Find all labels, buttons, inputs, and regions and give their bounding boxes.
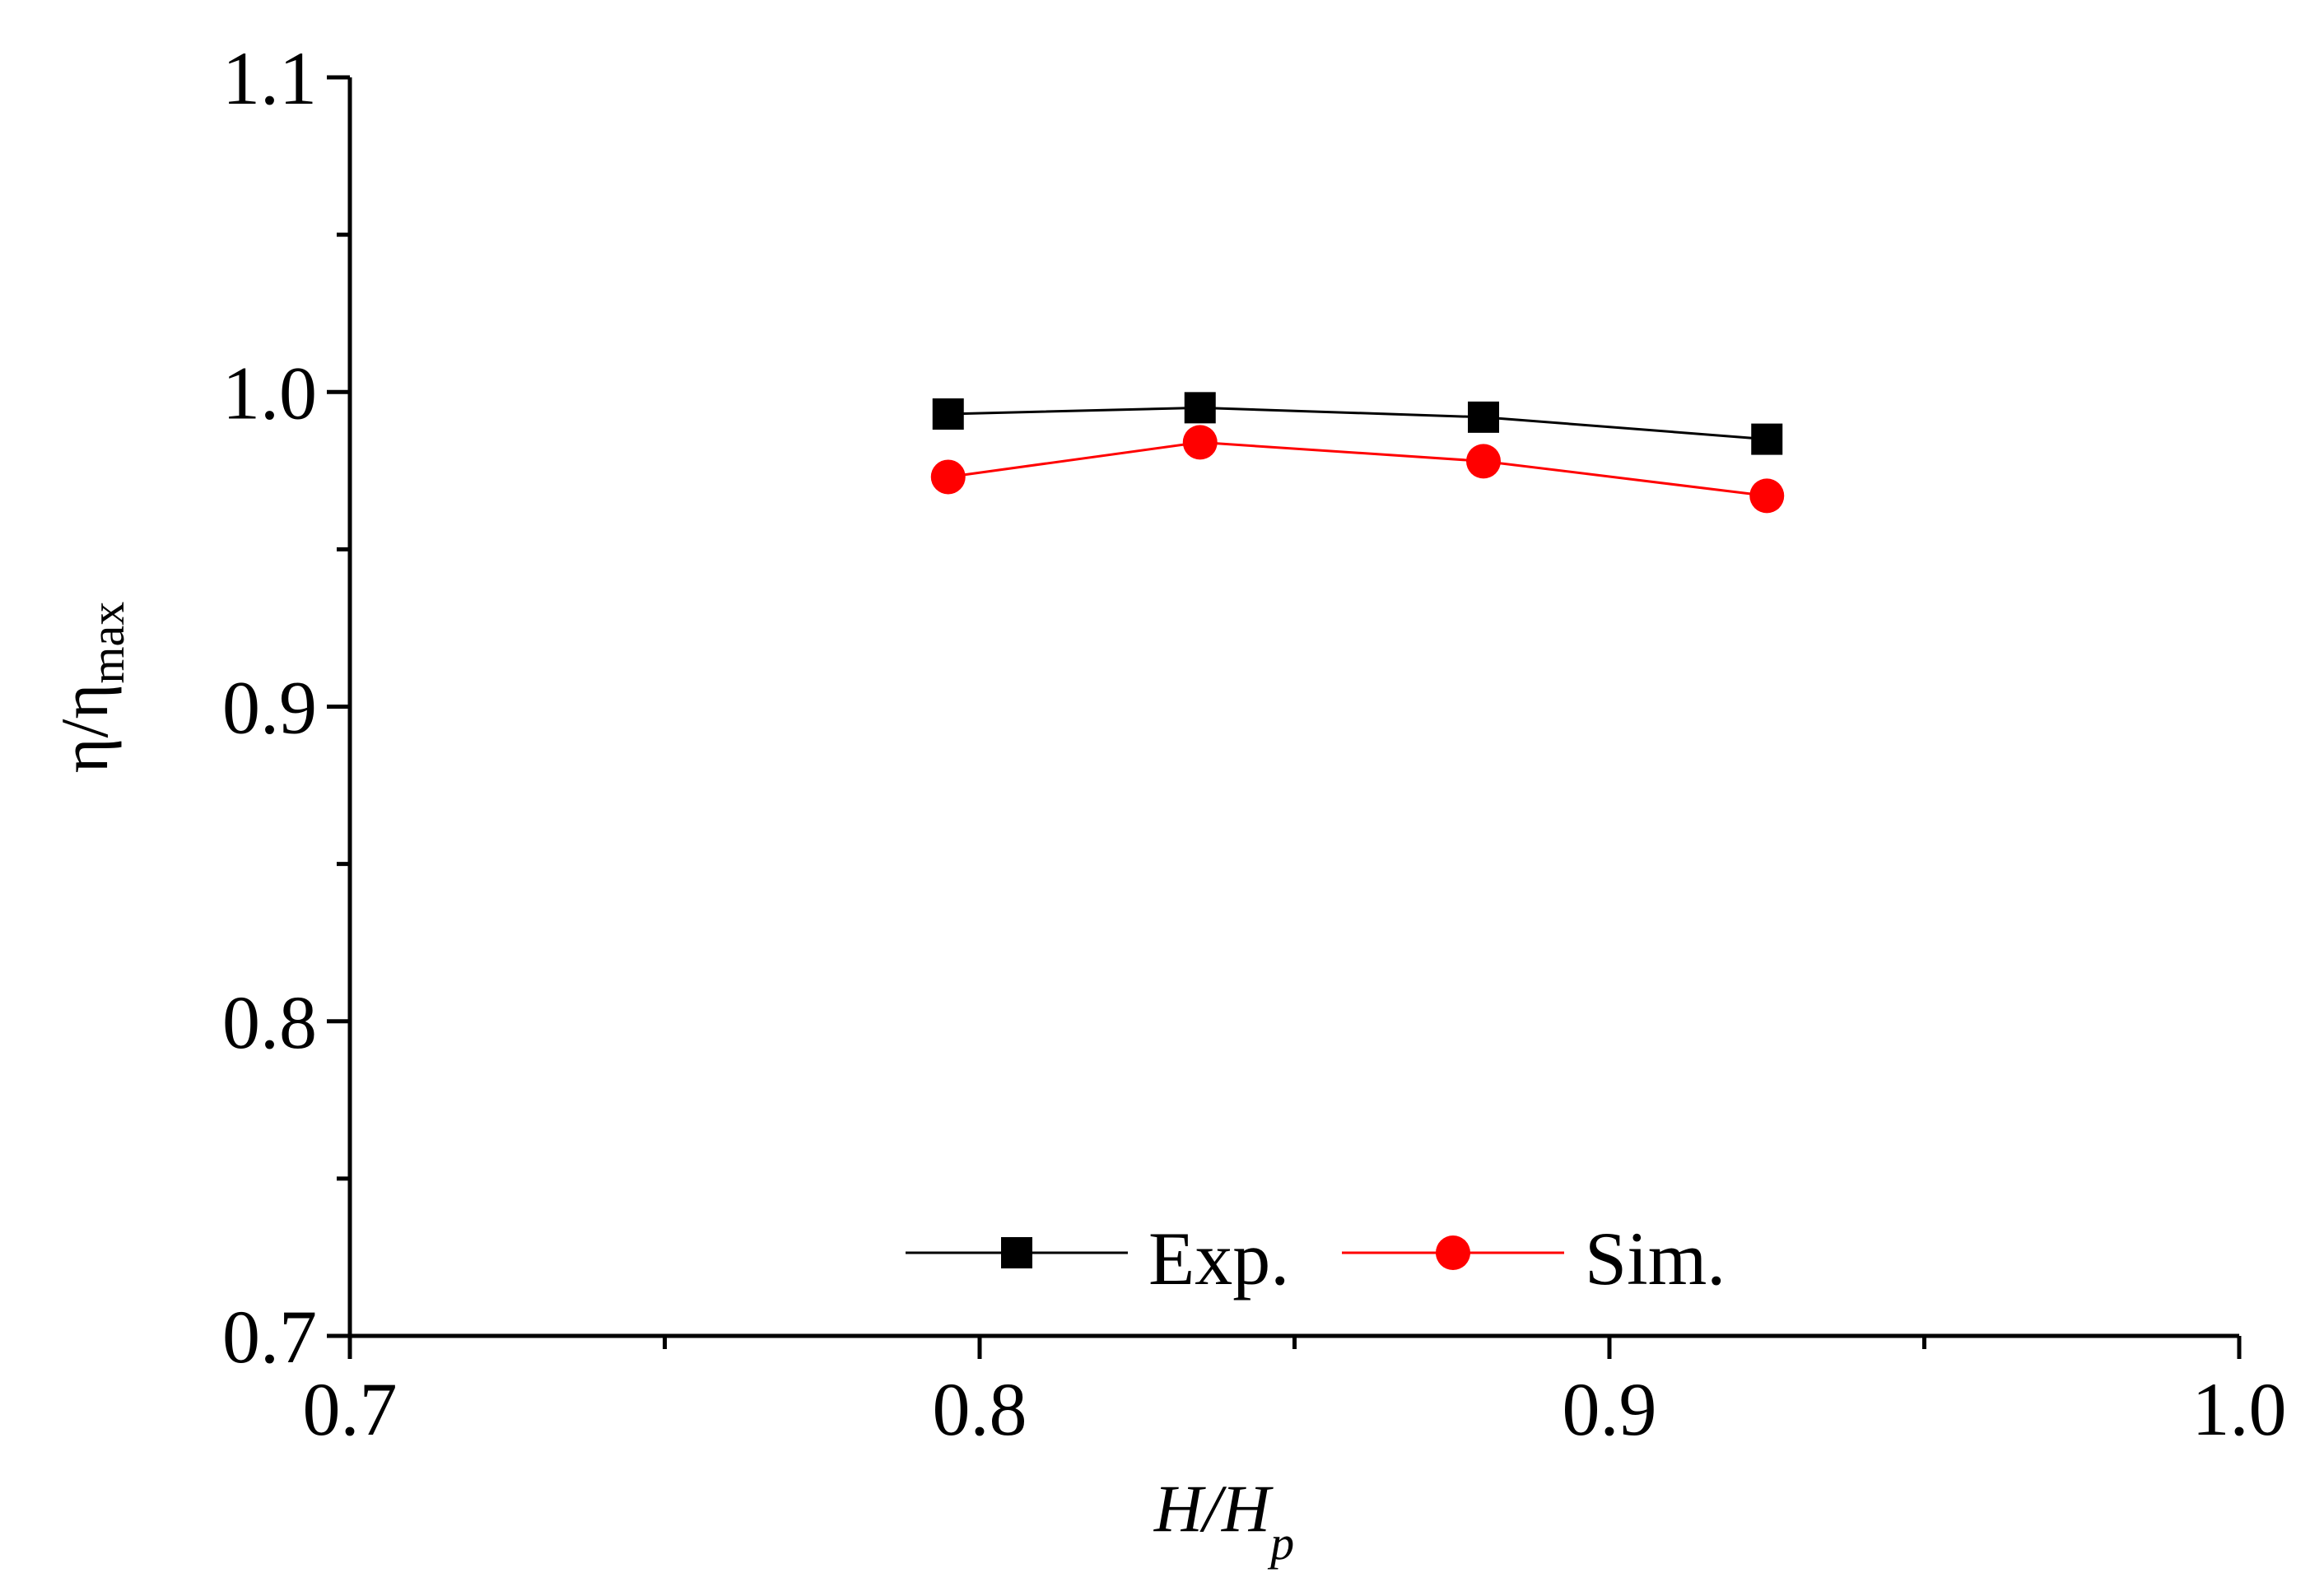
legend: Exp. Sim. <box>906 1217 1726 1301</box>
x-tick-label: 0.9 <box>1563 1367 1657 1451</box>
series-exp <box>932 392 1783 455</box>
y-axis-title: η/ηmax <box>47 602 134 773</box>
y-tick-label: 1.1 <box>222 36 317 120</box>
data-point-exp <box>1468 401 1499 433</box>
legend-marker-sim <box>1436 1235 1470 1270</box>
series-line-exp <box>948 406 1767 441</box>
y-tick-label: 0.8 <box>222 980 317 1064</box>
x-tick-label: 0.8 <box>933 1367 1027 1451</box>
x-tick-label: 0.7 <box>303 1367 398 1451</box>
x-tick-label: 1.0 <box>2192 1367 2287 1451</box>
legend-item-exp: Exp. <box>906 1217 1289 1301</box>
data-point-exp <box>1751 423 1783 455</box>
data-point-exp <box>1184 392 1216 424</box>
y-axis-title-sub: max <box>81 602 134 684</box>
data-point-sim <box>930 459 966 495</box>
y-axis-title-main: η/η <box>47 684 122 774</box>
x-axis-title-sub: p <box>1267 1516 1294 1570</box>
x-axis-title-main: H/H <box>1153 1471 1274 1546</box>
y-tick-label: 0.9 <box>222 666 317 750</box>
series-sim <box>930 425 1785 514</box>
y-tick-label: 1.0 <box>222 351 317 435</box>
data-point-sim <box>1466 444 1501 479</box>
legend-label-exp: Exp. <box>1148 1217 1289 1301</box>
data-point-sim <box>1182 425 1218 460</box>
ticks: 0.7 0.8 0.9 1.0 1.1 0.7 0.8 0.9 1.0 <box>222 36 2287 1451</box>
axes <box>347 77 2239 1338</box>
x-axis-title: H/Hp <box>1153 1471 1294 1570</box>
data-point-exp <box>932 398 964 430</box>
legend-label-sim: Sim. <box>1585 1217 1726 1301</box>
data-point-sim <box>1749 478 1785 514</box>
series-line-sim <box>948 440 1767 497</box>
y-tick-label: 0.7 <box>222 1295 317 1379</box>
legend-marker-exp <box>1001 1237 1032 1268</box>
series <box>930 392 1785 514</box>
legend-item-sim: Sim. <box>1342 1217 1726 1301</box>
